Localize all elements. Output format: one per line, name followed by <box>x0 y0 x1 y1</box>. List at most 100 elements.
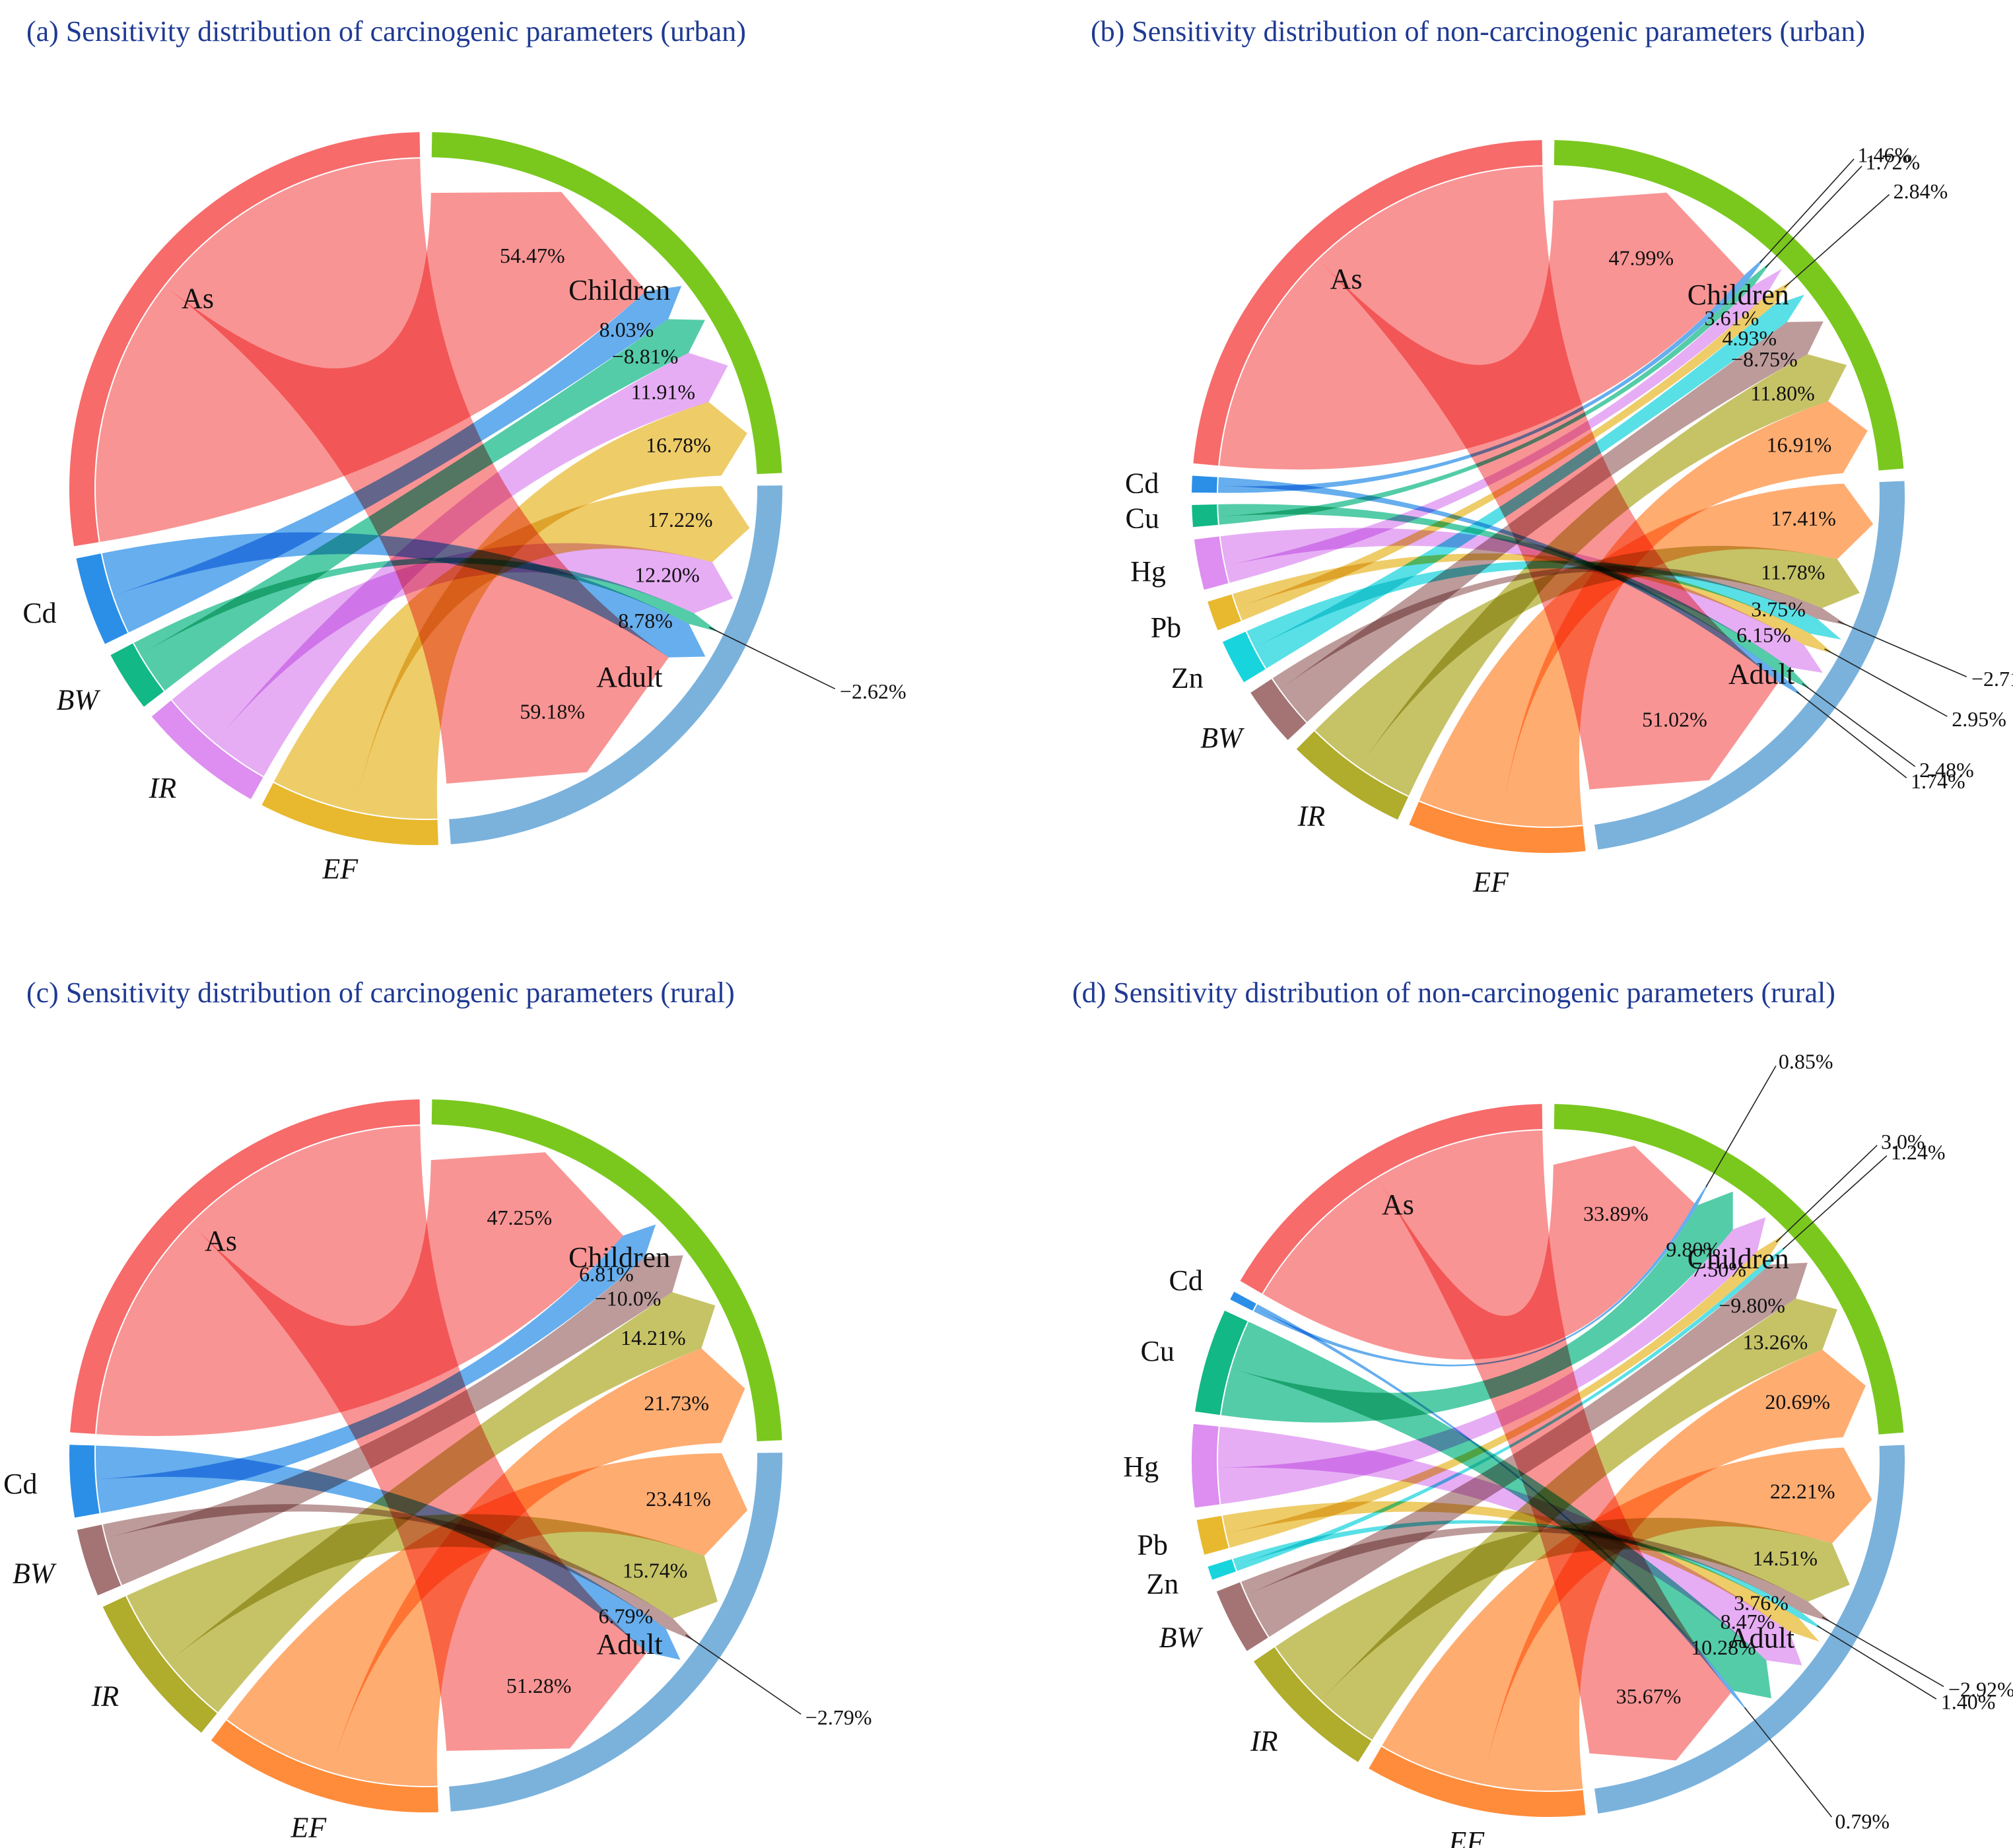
group-label-children: Children <box>568 1241 670 1274</box>
value-label: 20.69% <box>1765 1390 1830 1414</box>
group-label-bw: BW <box>1200 722 1245 754</box>
ribbon-ef-adult <box>226 1453 748 1772</box>
group-label-cd: Cd <box>1169 1264 1203 1297</box>
group-label-hg: Hg <box>1123 1451 1159 1483</box>
leader-line <box>1802 683 1916 767</box>
leader-line <box>1824 648 1948 717</box>
value-label: 13.26% <box>1743 1330 1808 1353</box>
group-arcs <box>1192 140 1905 853</box>
value-label: 14.51% <box>1752 1546 1818 1570</box>
group-label-zn: Zn <box>1171 662 1204 695</box>
chart-labels: 47.25% 6.81%−10.0% 14.21% 21.73% 51.28% 6.79%… <box>3 1206 871 1844</box>
arc-ir <box>1296 731 1408 820</box>
value-label: 11.91% <box>631 380 695 404</box>
value-label: −2.62% <box>840 679 906 703</box>
group-label-cu: Cu <box>1141 1335 1175 1367</box>
ribbons <box>95 1126 748 1787</box>
value-label: 11.78% <box>1761 561 1825 584</box>
arc-cu <box>1192 504 1218 528</box>
value-label: 3.0% <box>1881 1130 1925 1153</box>
arc-bw <box>77 1524 121 1596</box>
ribbon-as-adult <box>1377 1130 1731 1761</box>
ribbon-bw-children <box>106 1255 683 1585</box>
value-label: 51.28% <box>506 1674 572 1697</box>
value-label: 3.76% <box>1734 1591 1789 1615</box>
ribbon-ir-adult <box>172 543 734 743</box>
group-label-as: As <box>205 1225 237 1257</box>
ribbon-as-children <box>1263 1146 1695 1360</box>
arc-hg <box>1191 1423 1220 1508</box>
value-label: −2.71% <box>1971 667 2013 691</box>
arc-pb <box>1196 1515 1229 1555</box>
group-label-children: Children <box>568 274 670 306</box>
value-label: 8.03% <box>599 318 654 341</box>
group-label-cd: Cd <box>1125 467 1159 500</box>
value-label: 6.79% <box>598 1604 653 1628</box>
ribbon-pb-adult <box>1223 1501 1820 1642</box>
value-label: 14.21% <box>621 1326 686 1350</box>
leader-line <box>1765 166 1862 268</box>
value-label: 2.95% <box>1952 707 2006 731</box>
panel-title: (c) Sensitivity distribution of carcinog… <box>26 976 735 1009</box>
value-label: 3.75% <box>1751 597 1806 621</box>
group-label-zn: Zn <box>1146 1568 1178 1600</box>
value-label: 8.47% <box>1721 1610 1775 1633</box>
arc-pb <box>1208 594 1241 631</box>
ribbons <box>1218 166 1874 827</box>
arc-zn <box>1208 1559 1236 1580</box>
value-label: 15.74% <box>623 1558 688 1582</box>
value-label: −2.92% <box>1948 1677 2013 1701</box>
arc-ef <box>211 1720 438 1813</box>
ribbon-cd-adult <box>95 1445 681 1660</box>
arc-cu <box>1195 1311 1248 1416</box>
group-label-as: As <box>1330 263 1363 295</box>
arc-adult <box>1594 481 1905 850</box>
arc-children <box>431 1099 782 1441</box>
arc-ef <box>1409 802 1586 853</box>
group-label-cd: Cd <box>22 597 56 629</box>
value-label: 2.84% <box>1894 179 1948 203</box>
leader-line <box>1759 158 1855 263</box>
group-label-pb: Pb <box>1137 1528 1167 1561</box>
ribbon-hg-adult <box>1217 1426 1802 1666</box>
value-label: 54.47% <box>500 244 565 267</box>
value-label: 16.78% <box>646 433 711 457</box>
ribbon-ir-children <box>168 1292 716 1713</box>
group-label-cd: Cd <box>3 1468 37 1500</box>
ribbon-cd-adult <box>102 532 706 658</box>
ribbon-ef-children <box>330 1348 745 1787</box>
group-label-bw: BW <box>1159 1621 1203 1653</box>
arc-ef <box>261 782 438 846</box>
value-label: 17.22% <box>648 508 713 531</box>
value-label: 4.93% <box>1722 326 1777 350</box>
ribbon-ef-adult <box>1419 483 1874 823</box>
value-label: 6.81% <box>579 1262 634 1286</box>
value-label: 11.80% <box>1750 382 1814 405</box>
value-label: −2.79% <box>805 1705 872 1729</box>
arc-ir <box>1254 1647 1372 1762</box>
arc-bw <box>110 643 164 707</box>
value-label: 1.24% <box>1891 1140 1946 1164</box>
leader-line <box>1796 691 1907 778</box>
ribbon-ir-adult <box>1315 545 1860 767</box>
leader-line <box>1705 1066 1777 1188</box>
group-label-ef: EF <box>290 1812 327 1844</box>
value-label: 33.89% <box>1583 1202 1649 1225</box>
value-label: 1.72% <box>1866 151 1921 174</box>
value-label: 2.48% <box>1919 758 1974 782</box>
group-label-bw: BW <box>56 684 100 716</box>
value-label: 59.18% <box>520 699 585 723</box>
panel-b: (b) Sensitivity distribution of non-carc… <box>1091 15 2013 899</box>
panel-a: (a) Sensitivity distribution of carcinog… <box>22 15 906 885</box>
value-label: 12.20% <box>634 563 700 587</box>
leader-line <box>1784 194 1890 288</box>
value-label: 23.41% <box>646 1487 711 1511</box>
ribbon-cu-children <box>1221 1191 1733 1423</box>
group-label-adult: Adult <box>596 1628 662 1660</box>
group-label-ef: EF <box>1448 1826 1485 1848</box>
arc-ir <box>102 1596 217 1733</box>
value-label: 9.80% <box>1666 1237 1721 1261</box>
value-label: 6.15% <box>1736 623 1791 647</box>
arc-hg <box>1194 536 1229 590</box>
